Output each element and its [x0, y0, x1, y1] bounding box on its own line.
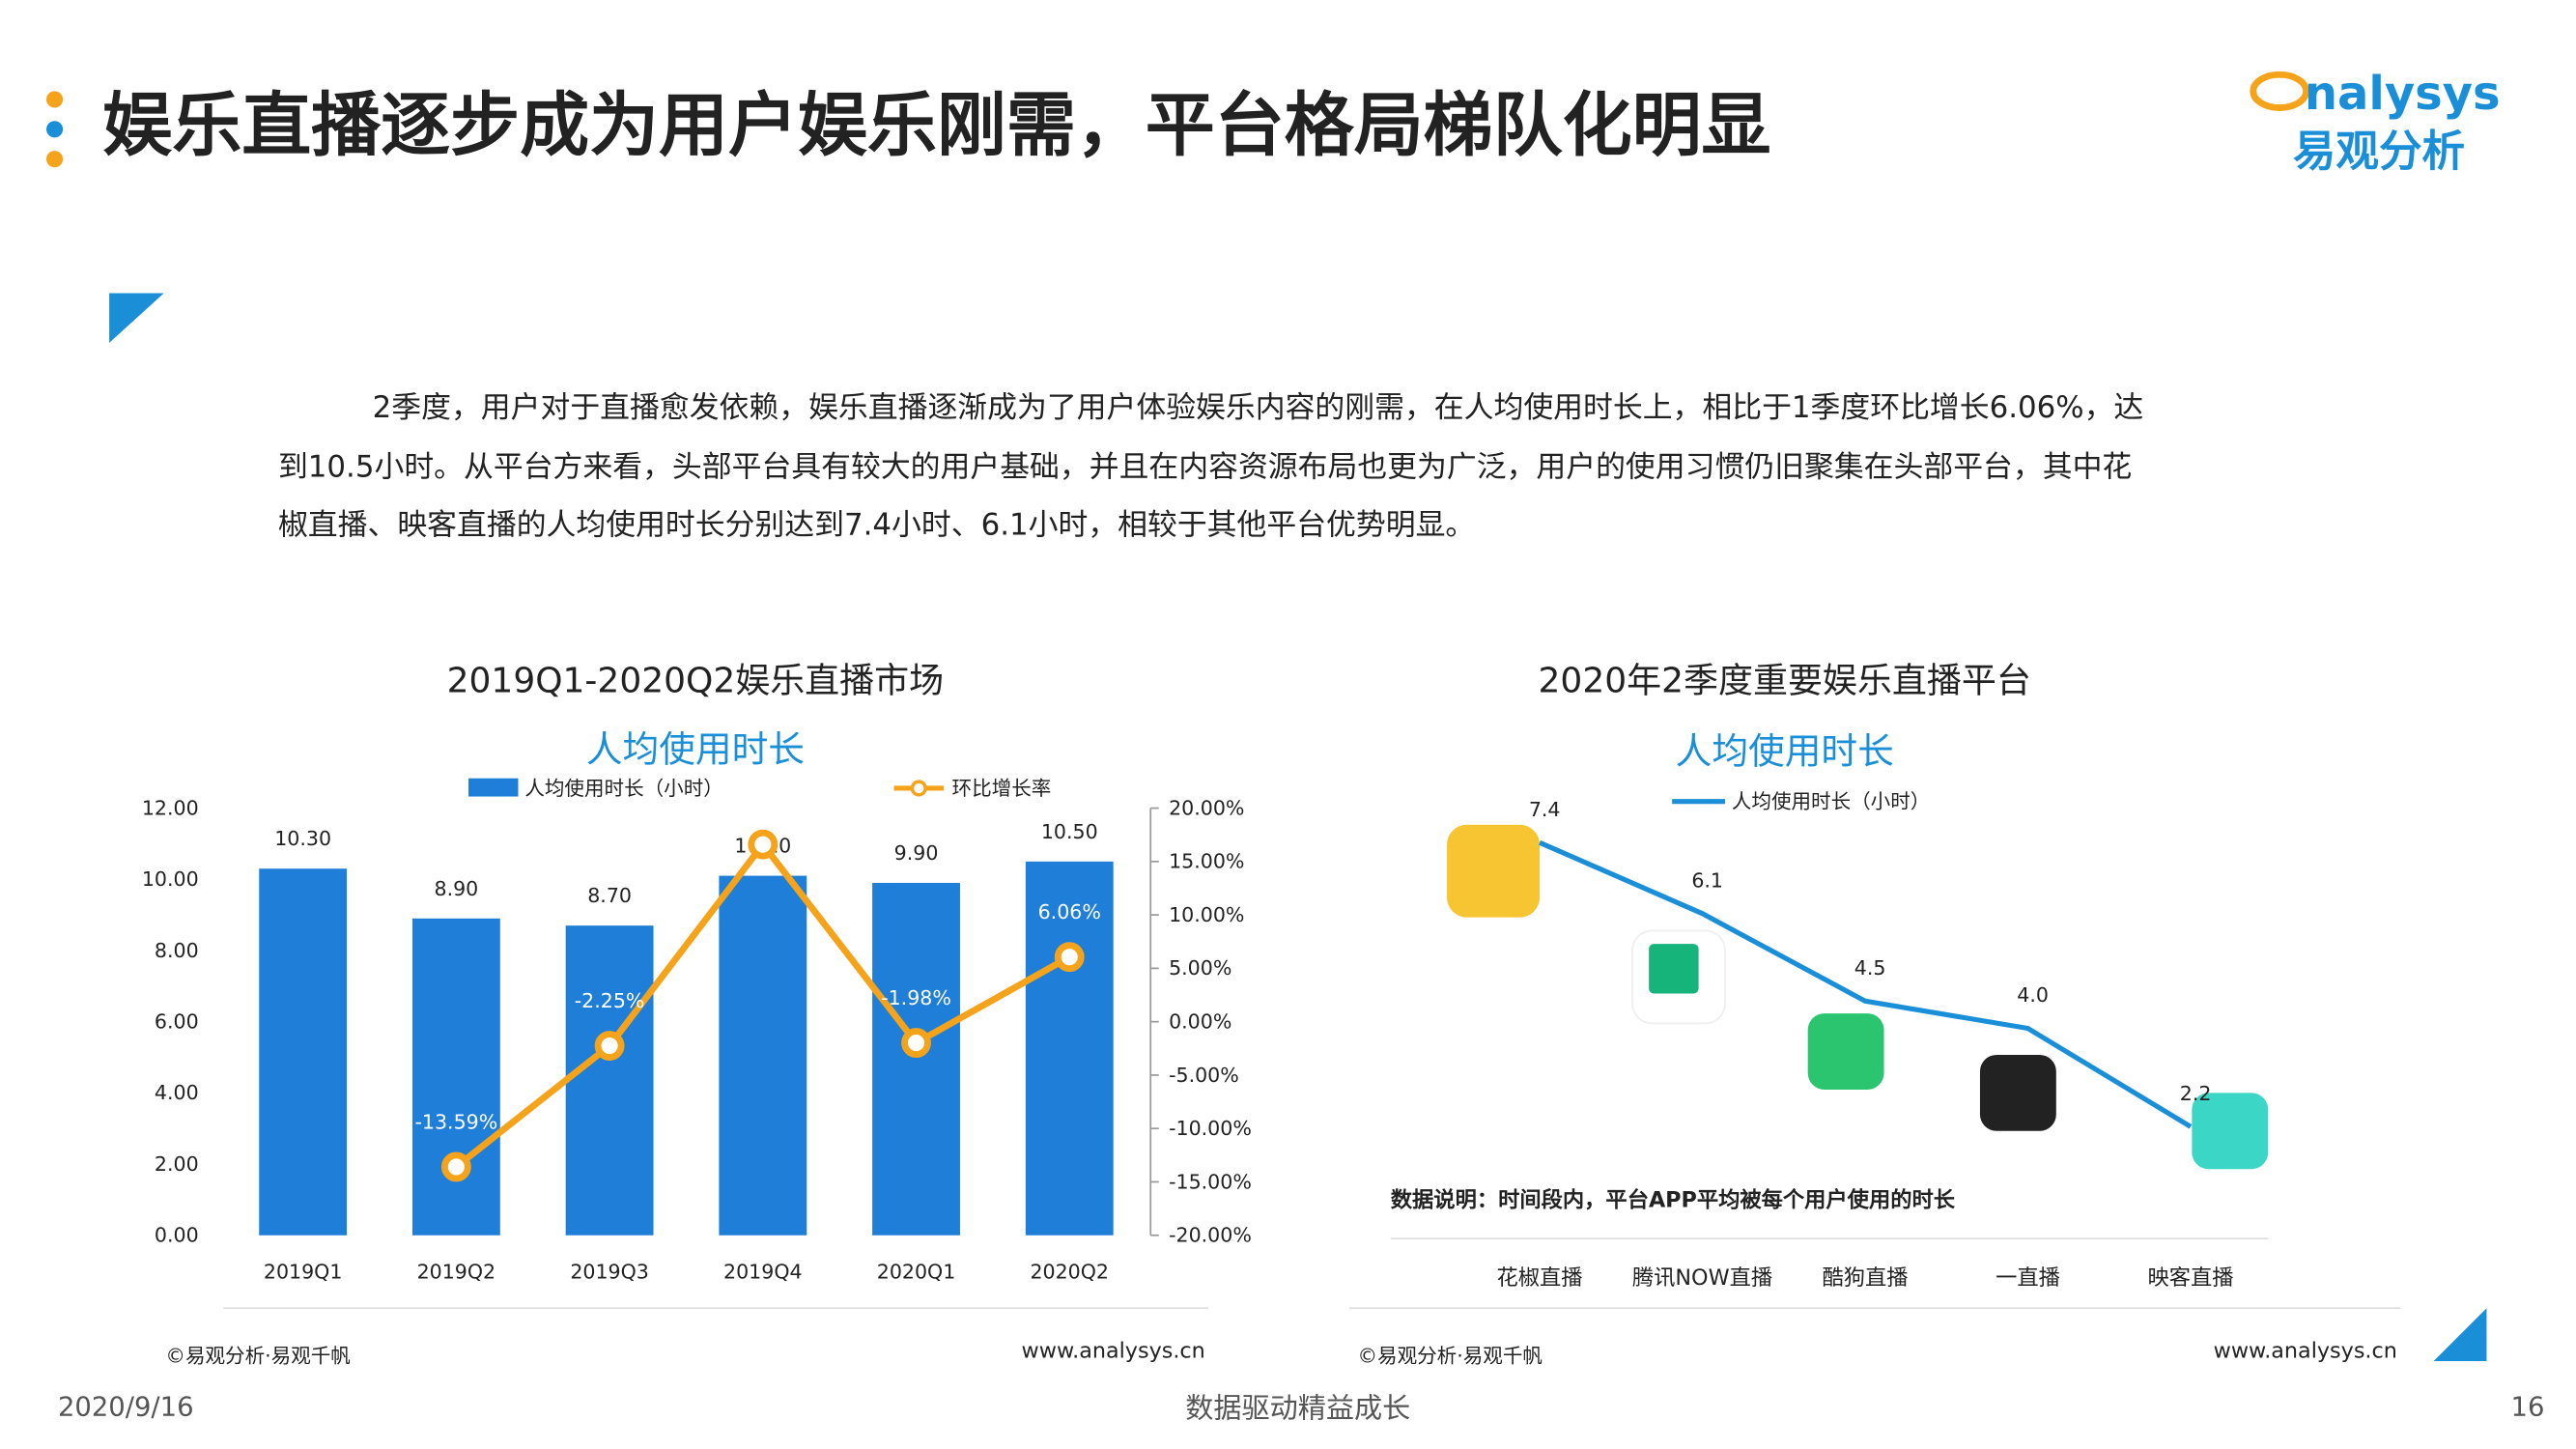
app-icon — [2192, 1093, 2269, 1170]
legend-swatch — [468, 778, 519, 797]
paragraph-line: 椒直播、映客直播的人均使用时长分别达到7.4小时、6.1小时，相较于其他平台优势… — [278, 508, 1475, 543]
y-tick-label: 6.00 — [155, 1010, 199, 1034]
x-tick-label: 2019Q3 — [570, 1260, 649, 1283]
bar — [259, 868, 348, 1236]
y-tick-label: 10.00 — [142, 867, 199, 891]
dot — [45, 151, 64, 168]
chart-title: 2020年2季度重要娱乐直播平台 — [1539, 662, 2031, 701]
bar — [719, 875, 807, 1236]
data-label: 9.90 — [894, 841, 939, 865]
x-tick-label: 2020Q1 — [877, 1260, 956, 1283]
logo-cn: 易观分析 — [2293, 127, 2465, 177]
y2-tick-label: -20.00% — [1169, 1224, 1252, 1247]
x-tick-label: 2020Q2 — [1030, 1260, 1109, 1283]
data-label: 6.1 — [1691, 868, 1723, 892]
legend-label: 人均使用时长（小时） — [1732, 790, 1930, 813]
dot — [45, 91, 64, 108]
y2-tick-label: 10.00% — [1169, 903, 1244, 926]
dot — [45, 121, 64, 138]
y2-tick-label: 20.00% — [1169, 796, 1244, 819]
y2-tick-label: 5.00% — [1169, 956, 1231, 980]
footer-date: 2020/9/16 — [58, 1393, 194, 1423]
app-icon-inner — [1649, 944, 1699, 994]
slide-title: 娱乐直播逐步成为用户娱乐刚需，平台格局梯队化明显 — [102, 84, 1770, 165]
chart-title: 2019Q1-2020Q2娱乐直播市场 — [447, 662, 944, 701]
bar — [565, 925, 654, 1236]
data-label: 8.90 — [435, 877, 479, 900]
corner-triangle — [109, 293, 164, 343]
logo-en: nalysys — [2305, 67, 2501, 121]
y-tick-label: 8.00 — [155, 939, 199, 962]
legend-label: 环比增长率 — [952, 777, 1052, 800]
app-icon — [1807, 1013, 1884, 1090]
data-label: -2.25% — [575, 989, 645, 1012]
y2-tick-label: 0.00% — [1169, 1010, 1231, 1034]
y2-tick-label: -5.00% — [1169, 1064, 1239, 1087]
bar — [872, 882, 960, 1236]
data-label: 2.2 — [2180, 1082, 2212, 1105]
data-label: 4.5 — [1854, 956, 1886, 980]
x-tick-label: 酷狗直播 — [1822, 1265, 1908, 1291]
x-tick-label: 映客直播 — [2147, 1265, 2233, 1291]
growth-point — [1054, 942, 1085, 973]
x-tick-label: 花椒直播 — [1496, 1265, 1582, 1291]
chart-subtitle: 人均使用时长 — [1676, 729, 1894, 772]
footer-slogan: 数据驱动精益成长 — [1185, 1391, 1410, 1424]
app-icon — [1979, 1054, 2056, 1131]
y2-tick-label: 15.00% — [1169, 850, 1244, 873]
website: www.analysys.cn — [2214, 1339, 2397, 1364]
x-tick-label: 2019Q4 — [723, 1260, 803, 1283]
app-icon — [1447, 824, 1541, 918]
line — [1539, 839, 2193, 1129]
bar — [1025, 861, 1114, 1236]
y-tick-label: 0.00 — [155, 1224, 199, 1247]
y2-tick-label: -10.00% — [1169, 1117, 1252, 1140]
data-label: 10.30 — [274, 827, 331, 850]
x-tick-label: 2019Q1 — [264, 1260, 343, 1283]
x-tick-label: 2019Q2 — [417, 1260, 496, 1283]
y-tick-label: 2.00 — [155, 1152, 199, 1176]
growth-point — [440, 1151, 471, 1182]
y-tick-label: 4.00 — [155, 1081, 199, 1104]
data-label: 6.06% — [1038, 900, 1101, 923]
source: ©易观分析·易观千帆 — [165, 1345, 350, 1368]
data-label: -13.59% — [414, 1110, 497, 1133]
y-tick-label: 12.00 — [142, 796, 199, 819]
legend-marker — [910, 780, 927, 797]
data-label: 4.0 — [2017, 983, 2049, 1007]
data-label: -1.98% — [881, 986, 951, 1009]
growth-point — [901, 1028, 931, 1058]
x-tick-label: 腾讯NOW直播 — [1632, 1265, 1772, 1291]
bar — [411, 918, 500, 1236]
paragraph-line: 到10.5小时。从平台方来看，头部平台具有较大的用户基础，并且在内容资源布局也更… — [278, 450, 2132, 485]
page-number: 16 — [2511, 1393, 2545, 1423]
growth-point — [748, 829, 778, 860]
y2-tick-label: -15.00% — [1169, 1170, 1252, 1193]
chart-note: 数据说明：时间段内，平台APP平均被每个用户使用的时长 — [1391, 1187, 1956, 1213]
data-label: 8.70 — [587, 884, 632, 907]
paragraph-line: 2季度，用户对于直播愈发依赖，娱乐直播逐渐成为了用户体验娱乐内容的刚需，在人均使… — [373, 390, 2144, 425]
growth-point — [594, 1031, 625, 1061]
chart-subtitle: 人均使用时长 — [586, 728, 805, 771]
x-tick-label: 一直播 — [1996, 1265, 2060, 1291]
source: ©易观分析·易观千帆 — [1357, 1345, 1542, 1368]
data-label: 10.50 — [1041, 820, 1098, 843]
website: www.analysys.cn — [1022, 1339, 1205, 1364]
legend-label: 人均使用时长（小时） — [524, 777, 722, 800]
corner-triangle — [2433, 1308, 2487, 1362]
logo-mark — [2250, 71, 2310, 111]
data-label: 7.4 — [1529, 798, 1561, 821]
